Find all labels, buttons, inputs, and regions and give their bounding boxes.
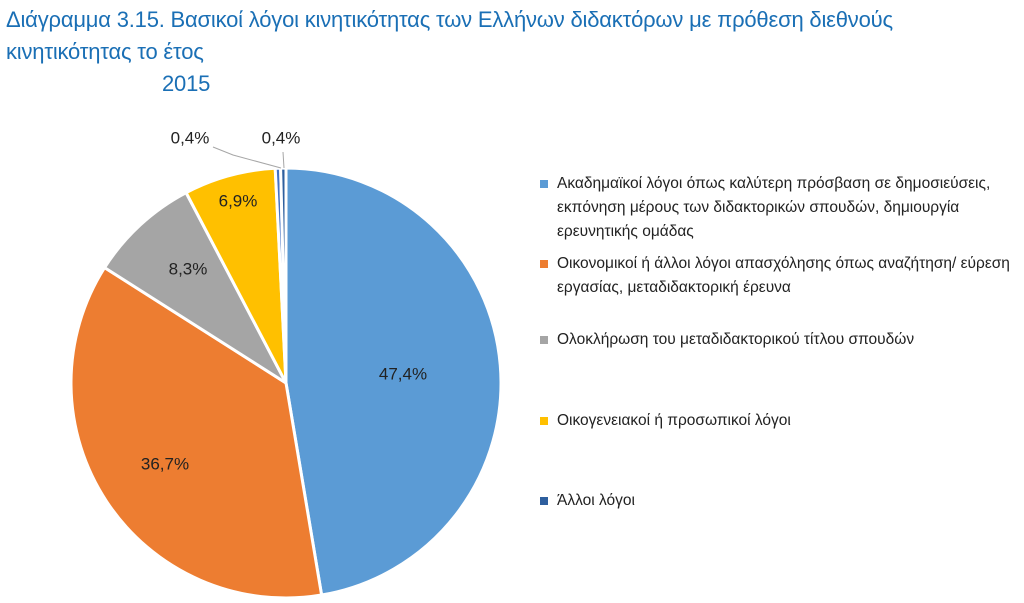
legend-item-other: Άλλοι λόγοι	[540, 489, 1010, 513]
data-label-postdoc: 8,3%	[169, 259, 208, 278]
legend-label-family: Οικογενειακοί ή προσωπικοί λόγοι	[557, 412, 791, 429]
legend-swatch-academic	[540, 180, 548, 188]
data-label-other-a: 0,4%	[171, 128, 210, 147]
pie-slice-academic	[284, 166, 503, 597]
legend-label-other: Άλλοι λόγοι	[557, 492, 635, 509]
legend-label-economic: Οικονομικοί ή άλλοι λόγοι απασχόλησης όπ…	[557, 255, 1010, 296]
legend-label-postdoc: Ολοκλήρωση του μεταδιδακτορικού τίτλου σ…	[557, 331, 915, 348]
leader-line-other-b	[282, 151, 285, 169]
legend-swatch-other	[540, 497, 548, 505]
legend-item-postdoc: Ολοκλήρωση του μεταδιδακτορικού τίτλου σ…	[540, 328, 1010, 352]
pie-slice-postdoc	[103, 191, 288, 385]
data-label-economic: 36,7%	[141, 454, 189, 473]
legend-label-academic: Ακαδημαϊκοί λόγοι όπως καλύτερη πρόσβαση…	[557, 175, 991, 240]
legend-swatch-postdoc	[540, 336, 548, 344]
data-label-academic: 47,4%	[379, 364, 427, 383]
chart-title-line2: 2015	[162, 71, 211, 96]
leader-line-other-a	[212, 146, 282, 169]
pie-slice-economic	[69, 266, 324, 600]
legend-swatch-economic	[540, 260, 548, 268]
chart-title-line1: Διάγραμμα 3.15. Βασικοί λόγοι κινητικότη…	[6, 7, 893, 64]
data-label-family: 6,9%	[219, 191, 258, 210]
chart-title: Διάγραμμα 3.15. Βασικοί λόγοι κινητικότη…	[6, 4, 1016, 100]
legend-item-economic: Οικονομικοί ή άλλοι λόγοι απασχόλησης όπ…	[540, 252, 1010, 300]
data-label-other-b: 0,4%	[262, 128, 301, 147]
legend-item-family: Οικογενειακοί ή προσωπικοί λόγοι	[540, 409, 1010, 433]
legend-swatch-family	[540, 417, 548, 425]
legend-item-academic: Ακαδημαϊκοί λόγοι όπως καλύτερη πρόσβαση…	[540, 172, 1010, 244]
